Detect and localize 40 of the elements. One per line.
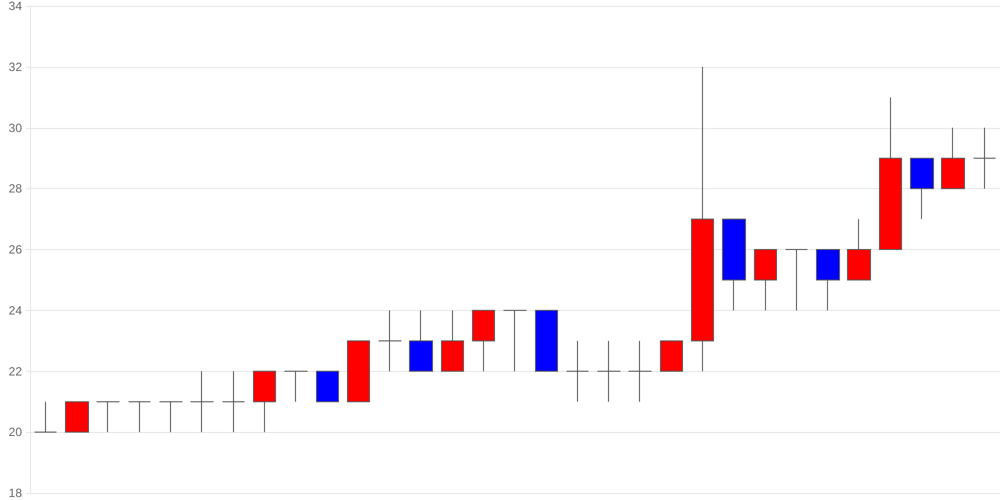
y-tick-label: 24 xyxy=(8,303,22,318)
y-tick-label: 20 xyxy=(8,425,22,440)
candlestick xyxy=(941,127,965,190)
candlestick xyxy=(628,340,652,402)
candlestick xyxy=(660,340,683,372)
candlestick xyxy=(722,218,746,311)
candlestick xyxy=(441,310,464,372)
candlestick xyxy=(253,370,276,433)
y-tick-label: 18 xyxy=(8,486,22,500)
candlestick xyxy=(910,158,934,220)
y-tick-label: 22 xyxy=(8,364,22,378)
candlestick xyxy=(128,401,151,433)
candlestick xyxy=(847,218,871,280)
y-tick-label: 28 xyxy=(8,182,22,196)
y-tick-label: 30 xyxy=(8,120,22,135)
candlestick xyxy=(754,249,777,311)
candlestick xyxy=(347,340,370,402)
candlestick xyxy=(503,310,527,372)
candlestick xyxy=(785,249,808,311)
candlestick xyxy=(597,340,621,402)
candlestick xyxy=(96,401,120,433)
candlestick xyxy=(159,401,183,433)
candlestick xyxy=(222,370,245,433)
y-tick-label: 26 xyxy=(8,242,22,256)
y-tick-label: 32 xyxy=(8,60,22,74)
candlestick xyxy=(535,310,558,372)
candlestick xyxy=(190,370,214,433)
candlestick xyxy=(316,370,339,402)
candlestick xyxy=(879,96,902,250)
candlestick xyxy=(409,310,433,372)
y-tick-label: 34 xyxy=(8,0,22,13)
candlestick xyxy=(472,310,495,372)
candlestick xyxy=(34,401,57,433)
candlestick xyxy=(284,370,308,402)
candlestick xyxy=(691,66,714,372)
candlestick xyxy=(65,401,89,433)
candlestick xyxy=(816,249,840,311)
candlestick xyxy=(566,340,589,402)
candlestick xyxy=(973,127,996,190)
candlestick xyxy=(378,310,402,372)
